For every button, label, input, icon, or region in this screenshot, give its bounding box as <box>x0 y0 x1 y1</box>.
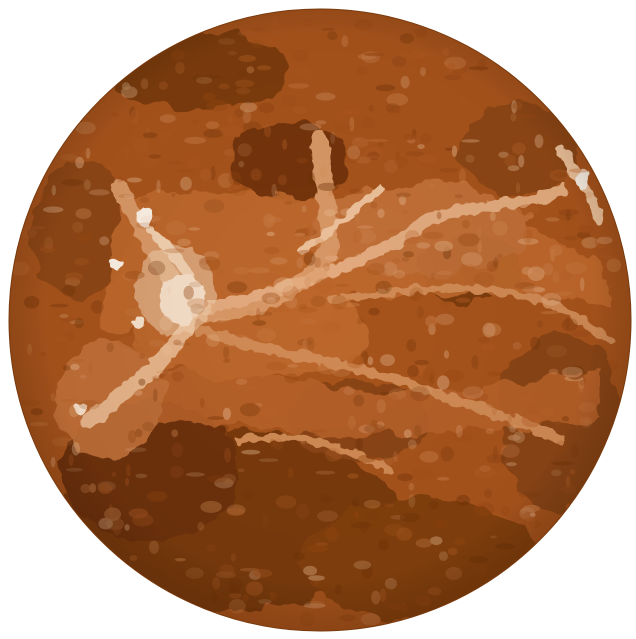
planet-limb <box>8 8 632 632</box>
surface-features <box>9 9 631 631</box>
